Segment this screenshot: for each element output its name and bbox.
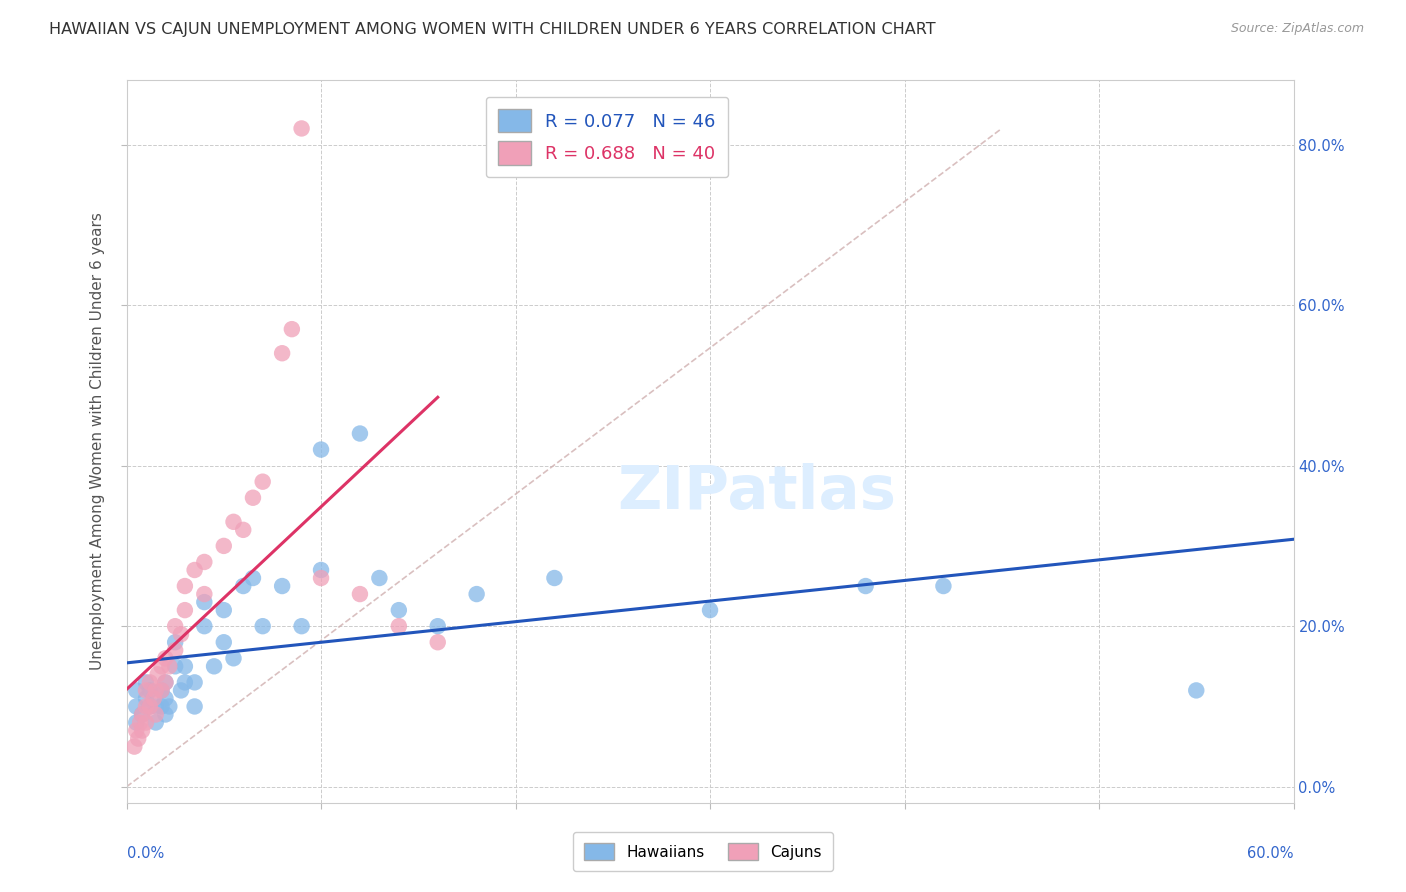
Point — [145, 715, 167, 730]
Point — [150, 699, 173, 714]
Point — [124, 739, 146, 754]
Point — [242, 571, 264, 585]
Point — [125, 715, 148, 730]
Point — [202, 659, 225, 673]
Legend: Hawaiians, Cajuns: Hawaiians, Cajuns — [574, 832, 832, 871]
Point — [174, 603, 197, 617]
Text: HAWAIIAN VS CAJUN UNEMPLOYMENT AMONG WOMEN WITH CHILDREN UNDER 6 YEARS CORRELATI: HAWAIIAN VS CAJUN UNEMPLOYMENT AMONG WOM… — [49, 22, 936, 37]
Point — [183, 675, 205, 690]
Point — [135, 699, 157, 714]
Point — [183, 699, 205, 714]
Y-axis label: Unemployment Among Women with Children Under 6 years: Unemployment Among Women with Children U… — [90, 212, 105, 671]
Point — [165, 619, 187, 633]
Point — [145, 707, 167, 722]
Point — [165, 635, 187, 649]
Point — [174, 675, 197, 690]
Point — [426, 635, 449, 649]
Point — [170, 627, 193, 641]
Point — [131, 707, 153, 722]
Point — [139, 699, 162, 714]
Point — [290, 619, 312, 633]
Point — [349, 426, 371, 441]
Text: 60.0%: 60.0% — [1247, 847, 1294, 861]
Point — [174, 659, 197, 673]
Point — [125, 683, 148, 698]
Text: Source: ZipAtlas.com: Source: ZipAtlas.com — [1230, 22, 1364, 36]
Point — [543, 571, 565, 585]
Point — [150, 683, 173, 698]
Point — [932, 579, 955, 593]
Point — [271, 579, 294, 593]
Point — [242, 491, 264, 505]
Point — [1185, 683, 1208, 698]
Point — [212, 539, 235, 553]
Point — [465, 587, 488, 601]
Point — [125, 723, 148, 738]
Point — [135, 675, 157, 690]
Point — [252, 475, 274, 489]
Point — [157, 699, 180, 714]
Point — [165, 643, 187, 657]
Point — [131, 723, 153, 738]
Point — [388, 619, 411, 633]
Point — [131, 707, 153, 722]
Point — [290, 121, 312, 136]
Text: ZIPatlas: ZIPatlas — [617, 463, 896, 522]
Point — [368, 571, 391, 585]
Point — [139, 699, 162, 714]
Point — [252, 619, 274, 633]
Point — [212, 635, 235, 649]
Point — [155, 651, 177, 665]
Point — [183, 563, 205, 577]
Point — [135, 683, 157, 698]
Point — [174, 579, 197, 593]
Point — [157, 659, 180, 673]
Point — [855, 579, 877, 593]
Point — [193, 555, 215, 569]
Point — [150, 683, 173, 698]
Point — [165, 659, 187, 673]
Point — [309, 563, 332, 577]
Point — [125, 699, 148, 714]
Point — [232, 523, 254, 537]
Legend: R = 0.077   N = 46, R = 0.688   N = 40: R = 0.077 N = 46, R = 0.688 N = 40 — [485, 96, 728, 178]
Point — [309, 442, 332, 457]
Point — [388, 603, 411, 617]
Point — [699, 603, 721, 617]
Point — [271, 346, 294, 360]
Point — [170, 683, 193, 698]
Point — [146, 667, 169, 681]
Point — [155, 691, 177, 706]
Point — [222, 651, 245, 665]
Point — [193, 587, 215, 601]
Point — [309, 571, 332, 585]
Point — [212, 603, 235, 617]
Point — [139, 675, 162, 690]
Point — [142, 691, 165, 706]
Point — [127, 731, 149, 746]
Point — [426, 619, 449, 633]
Point — [145, 699, 167, 714]
Point — [135, 691, 157, 706]
Point — [155, 675, 177, 690]
Point — [193, 619, 215, 633]
Point — [135, 715, 157, 730]
Point — [145, 683, 167, 698]
Point — [129, 715, 152, 730]
Point — [150, 659, 173, 673]
Point — [155, 707, 177, 722]
Point — [222, 515, 245, 529]
Point — [349, 587, 371, 601]
Point — [232, 579, 254, 593]
Point — [155, 675, 177, 690]
Text: 0.0%: 0.0% — [127, 847, 163, 861]
Point — [193, 595, 215, 609]
Point — [139, 683, 162, 698]
Point — [281, 322, 304, 336]
